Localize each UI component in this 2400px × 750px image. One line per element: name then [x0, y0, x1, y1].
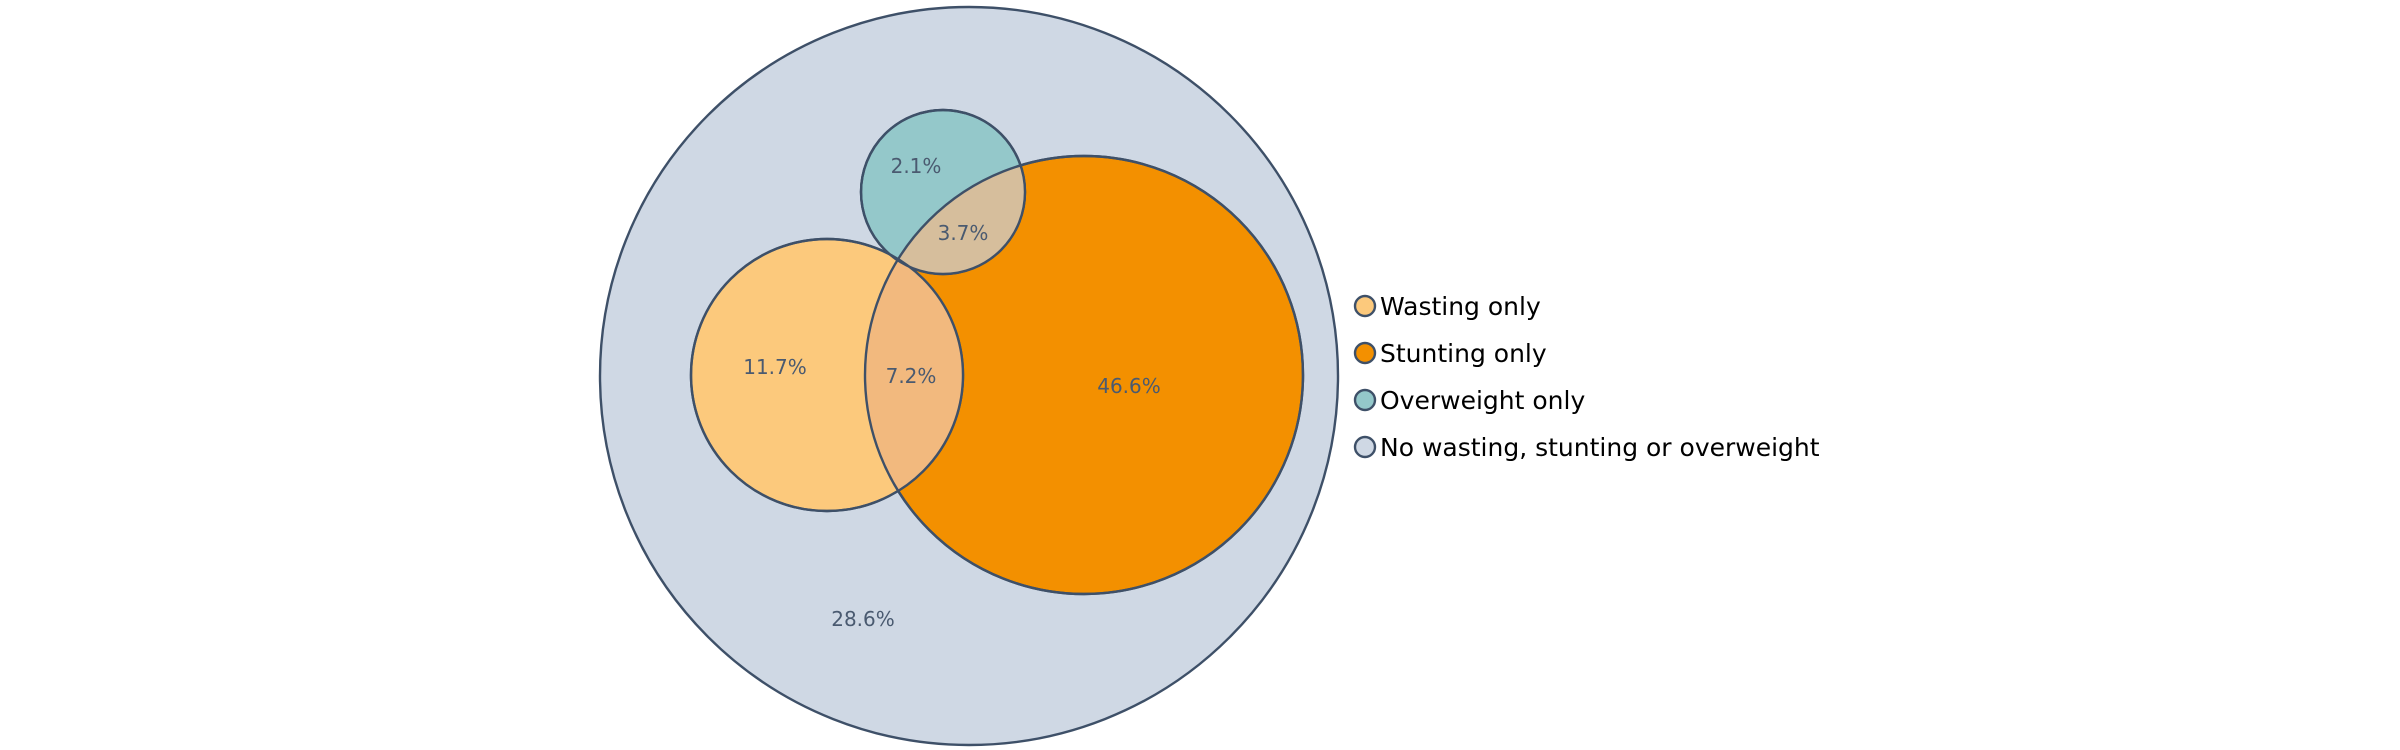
wasting-outline [689, 237, 965, 513]
legend-label-none: No wasting, stunting or overweight [1380, 433, 1820, 462]
legend-item-wasting: Wasting only [1353, 292, 1541, 321]
stunting-outline [863, 154, 1305, 596]
wasting-stunting-overlap [865, 239, 963, 511]
label-wasting-only: 11.7% [743, 355, 807, 379]
legend-swatch-overweight [1353, 388, 1377, 412]
legend-item-overweight: Overweight only [1353, 386, 1585, 415]
legend-swatch-wasting [1353, 294, 1377, 318]
legend-swatch-stunting [1353, 341, 1377, 365]
legend-label-overweight: Overweight only [1380, 386, 1585, 415]
legend-label-stunting: Stunting only [1380, 339, 1547, 368]
label-overweight-stunting: 3.7% [938, 221, 989, 245]
label-overweight-only: 2.1% [891, 154, 942, 178]
label-none: 28.6% [831, 607, 895, 631]
legend-swatch-none [1353, 435, 1377, 459]
legend-label-wasting: Wasting only [1380, 292, 1541, 321]
legend-item-stunting: Stunting only [1353, 339, 1547, 368]
label-stunting-only: 46.6% [1097, 374, 1161, 398]
legend: Wasting only Stunting only Overweight on… [1353, 292, 1820, 462]
overweight-outline [859, 108, 1027, 276]
label-wasting-stunting: 7.2% [886, 364, 937, 388]
legend-item-none: No wasting, stunting or overweight [1353, 433, 1820, 462]
